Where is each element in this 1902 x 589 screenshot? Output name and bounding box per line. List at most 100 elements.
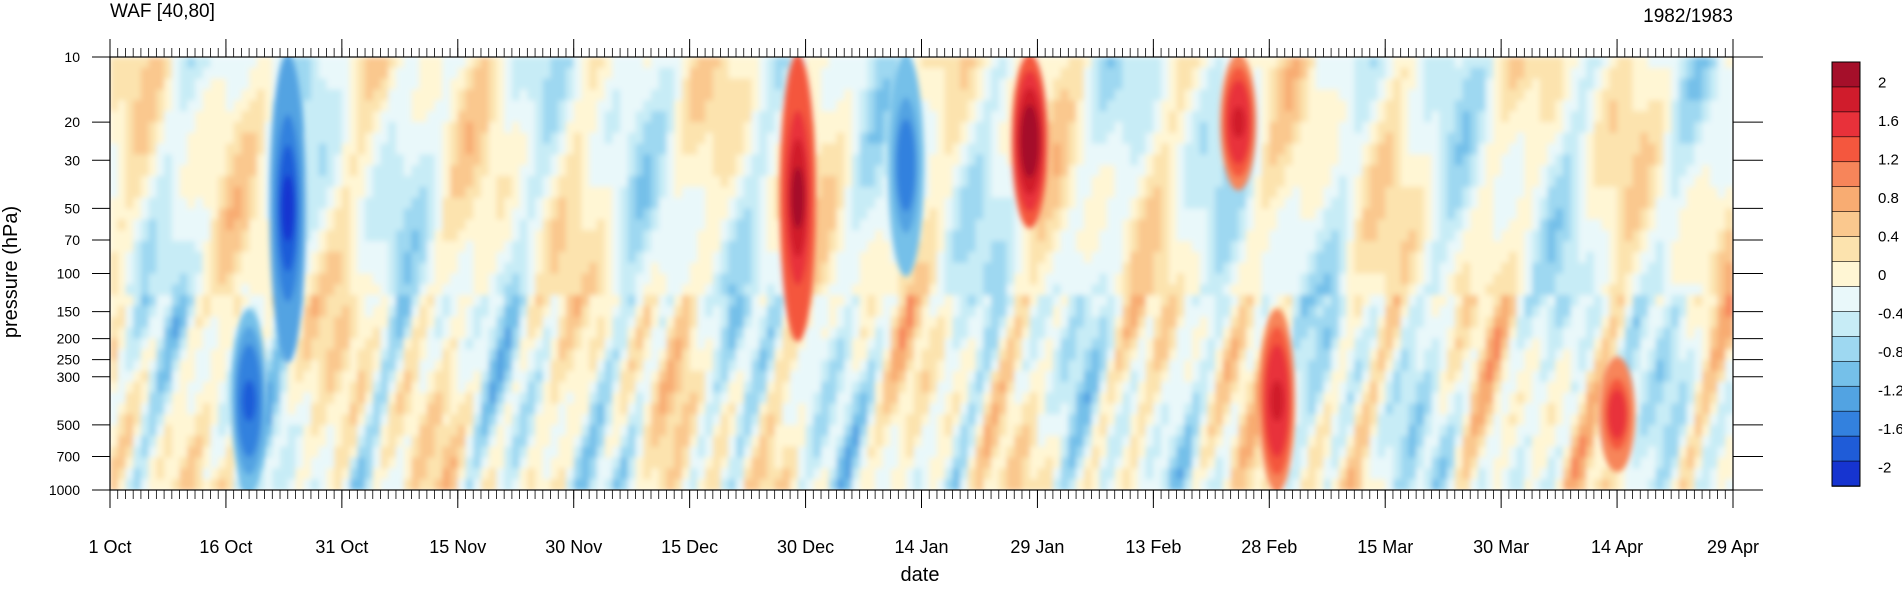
contour-cell — [303, 262, 312, 275]
contour-cell — [1060, 57, 1070, 69]
contour-cell — [295, 479, 305, 490]
contour-cell — [983, 89, 993, 102]
contour-cell — [759, 338, 768, 351]
contour-cell — [913, 479, 923, 490]
contour-cell — [535, 154, 544, 167]
contour-cell — [148, 197, 158, 210]
contour-cell — [542, 57, 552, 69]
contour-cell — [921, 78, 931, 91]
contour-cell — [612, 143, 622, 156]
contour-cell — [241, 78, 251, 91]
contour-cell — [975, 381, 985, 394]
contour-cell — [1006, 338, 1016, 351]
contour-cell — [349, 100, 359, 113]
contour-cell — [225, 338, 235, 351]
contour-cell — [766, 186, 776, 199]
contour-cell — [929, 121, 938, 134]
contour-cell — [975, 57, 985, 69]
contour-cell — [164, 295, 173, 307]
contour-cell — [341, 132, 351, 145]
contour-cell — [604, 273, 614, 286]
contour-cell — [766, 425, 776, 437]
contour-cell — [936, 251, 946, 264]
contour-cell — [264, 468, 274, 481]
contour-cell — [395, 154, 405, 167]
contour-cell — [875, 67, 884, 80]
contour-cell — [426, 89, 436, 102]
contour-cell — [589, 89, 598, 102]
contour-cell — [1052, 154, 1062, 167]
contour-cell — [697, 370, 707, 383]
contour-cell — [480, 360, 490, 372]
contour-cell — [535, 186, 544, 199]
contour-cell — [164, 57, 173, 69]
contour-cell — [550, 479, 560, 490]
contour-cell — [882, 338, 892, 351]
contour-cell — [349, 262, 359, 275]
contour-cell — [658, 154, 668, 167]
contour-cell — [589, 78, 598, 91]
contour-cell — [550, 67, 560, 80]
contour-cell — [156, 100, 166, 113]
contour-cell — [210, 230, 220, 243]
contour-cell — [1014, 403, 1023, 416]
contour-cell — [967, 295, 977, 307]
contour-cell — [813, 370, 823, 383]
contour-cell — [604, 370, 614, 383]
contour-cell — [527, 435, 537, 448]
contour-cell — [828, 111, 838, 123]
contour-cell — [805, 370, 815, 383]
contour-cell — [388, 89, 397, 102]
contour-cell — [295, 327, 305, 340]
contour-cell — [110, 457, 119, 470]
contour-cell — [187, 457, 197, 470]
contour-cell — [241, 230, 251, 243]
contour-cell — [179, 327, 189, 340]
contour-cell — [612, 468, 622, 481]
contour-cell — [1052, 219, 1062, 232]
contour-cell — [535, 349, 544, 362]
contour-cell — [225, 154, 235, 167]
contour-cell — [774, 425, 784, 437]
contour-cell — [156, 262, 166, 275]
contour-cell — [1068, 360, 1078, 372]
contour-cell — [187, 327, 197, 340]
contour-cell — [164, 468, 173, 481]
contour-cell — [867, 197, 877, 210]
contour-cell — [774, 295, 784, 307]
contour-cell — [519, 305, 529, 318]
contour-cell — [805, 435, 815, 448]
contour-cell — [960, 284, 969, 297]
contour-cell — [365, 370, 374, 383]
contour-cell — [210, 251, 220, 264]
contour-cell — [836, 100, 846, 113]
contour-cell — [264, 284, 274, 297]
contour-cell — [651, 360, 660, 372]
contour-cell — [612, 165, 622, 178]
contour-cell — [372, 479, 382, 490]
contour-cell — [1045, 381, 1054, 394]
contour-cell — [403, 111, 413, 123]
contour-cell — [604, 186, 614, 199]
contour-cell — [117, 349, 127, 362]
contour-cell — [573, 284, 583, 297]
contour-cell — [140, 230, 150, 243]
contour-cell — [921, 273, 931, 286]
contour-cell — [558, 67, 567, 80]
contour-cell — [596, 305, 606, 318]
contour-cell — [1029, 284, 1039, 297]
contour-cell — [983, 111, 993, 123]
contour-cell — [372, 121, 382, 134]
contour-cell — [195, 89, 204, 102]
contour-cell — [983, 154, 993, 167]
contour-cell — [357, 435, 367, 448]
contour-cell — [1060, 100, 1070, 113]
contour-cell — [612, 305, 622, 318]
contour-cell — [936, 89, 946, 102]
contour-cell — [442, 349, 452, 362]
contour-cell — [550, 121, 560, 134]
contour-cell — [457, 425, 467, 437]
contour-cell — [434, 305, 444, 318]
contour-cell — [821, 89, 830, 102]
contour-cell — [906, 381, 915, 394]
